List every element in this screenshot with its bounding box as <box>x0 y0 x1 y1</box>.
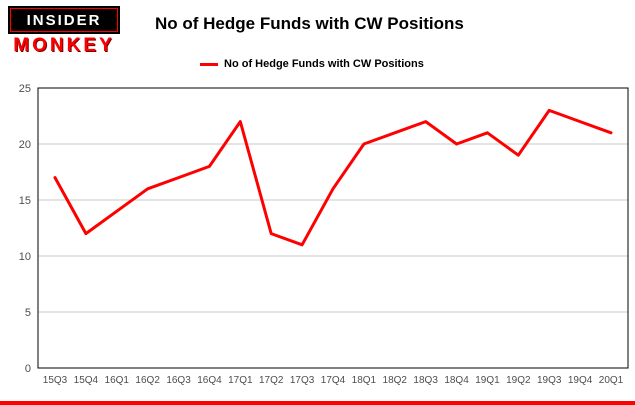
x-tick-label-19Q2: 19Q2 <box>506 375 531 386</box>
logo-text-monkey: MONKEY <box>13 35 115 56</box>
x-tick-label-19Q4: 19Q4 <box>568 375 593 386</box>
y-tick-label-25: 25 <box>19 83 31 95</box>
x-tick-label-17Q3: 17Q3 <box>290 375 315 386</box>
x-tick-label-19Q3: 19Q3 <box>537 375 562 386</box>
legend: No of Hedge Funds with CW Positions <box>200 58 424 70</box>
logo-text-insider: INSIDER <box>8 6 120 34</box>
y-tick-label-10: 10 <box>19 251 31 263</box>
legend-label: No of Hedge Funds with CW Positions <box>224 58 424 70</box>
plot-area-wrap: 0 5 10 15 20 25 15Q3 15Q4 16Q1 16Q2 16Q3 16Q4 17Q1 17… <box>0 75 635 401</box>
y-tick-label-20: 20 <box>19 139 31 151</box>
x-tick-label-17Q4: 17Q4 <box>321 375 346 386</box>
x-tick-label-18Q4: 18Q4 <box>444 375 469 386</box>
x-tick-label-20Q1: 20Q1 <box>599 375 624 386</box>
x-tick-label-16Q4: 16Q4 <box>197 375 222 386</box>
chart-svg: 0 5 10 15 20 25 15Q3 15Q4 16Q1 16Q2 16Q3 16Q4 17Q1 17… <box>19 83 629 386</box>
y-tick-label-0: 0 <box>25 363 31 375</box>
x-tick-label-19Q1: 19Q1 <box>475 375 500 386</box>
y-tick-label-15: 15 <box>19 195 31 207</box>
x-tick-label-15Q3: 15Q3 <box>43 375 68 386</box>
legend-line-swatch <box>200 62 218 66</box>
series-line-0 <box>53 108 613 247</box>
x-tick-label-18Q2: 18Q2 <box>383 375 408 386</box>
insider-monkey-logo: INSIDER MONKEY <box>8 6 120 57</box>
x-tick-label-16Q3: 16Q3 <box>166 375 191 386</box>
chart-title: No of Hedge Funds with CW Positions <box>155 14 464 33</box>
x-tick-label-15Q4: 15Q4 <box>74 375 99 386</box>
x-tick-label-16Q1: 16Q1 <box>105 375 130 386</box>
x-tick-label-17Q1: 17Q1 <box>228 375 253 386</box>
x-tick-label-18Q3: 18Q3 <box>413 375 438 386</box>
x-tick-label-18Q1: 18Q1 <box>352 375 377 386</box>
plot-border <box>37 87 629 369</box>
y-tick-label-5: 5 <box>25 307 31 319</box>
x-tick-label-17Q2: 17Q2 <box>259 375 284 386</box>
x-tick-label-16Q2: 16Q2 <box>135 375 160 386</box>
